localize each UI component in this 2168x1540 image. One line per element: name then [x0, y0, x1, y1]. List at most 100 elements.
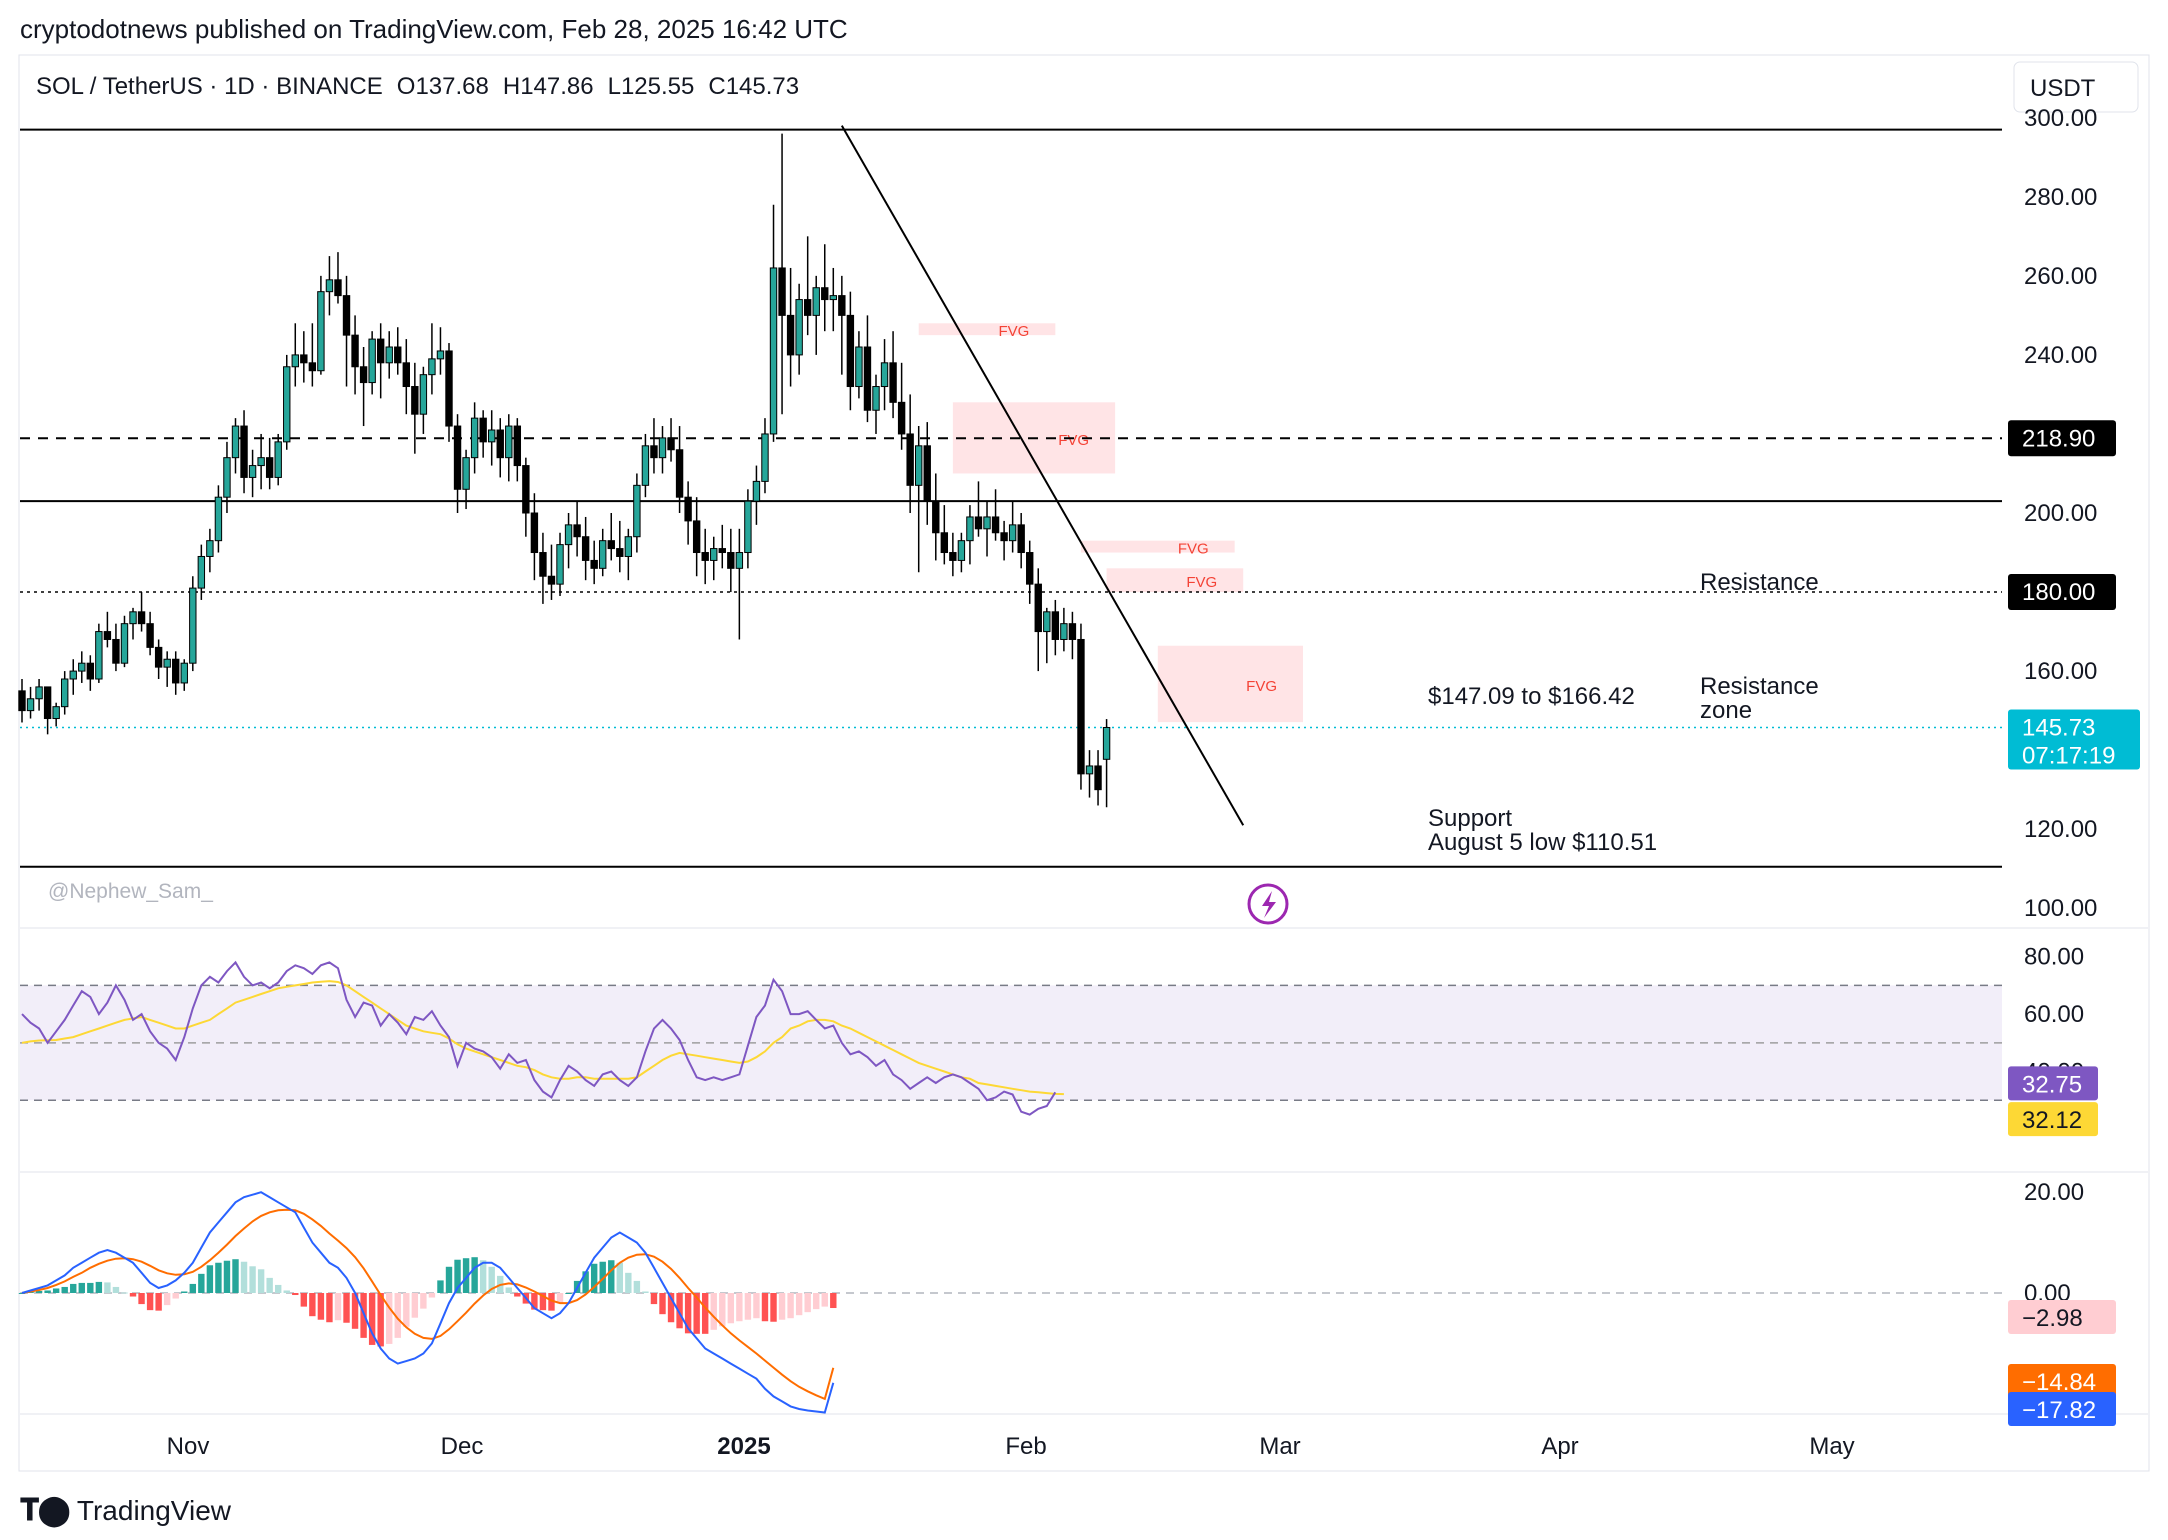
candle-body — [112, 638, 120, 664]
support-low-label: August 5 low $110.51 — [1428, 829, 1657, 856]
candle-body — [479, 417, 487, 443]
candle-body — [505, 425, 513, 459]
price-tick: 160.00 — [2024, 658, 2097, 685]
candle-body — [1094, 765, 1102, 791]
candle-body — [172, 658, 180, 684]
candle-body — [624, 536, 633, 557]
candle-body — [300, 354, 308, 364]
candle-body — [376, 338, 385, 364]
candle-body — [906, 433, 914, 486]
candles — [18, 133, 1111, 808]
published-header: cryptodotnews published on TradingView.c… — [20, 14, 848, 44]
candle-body — [453, 425, 462, 490]
candle-body — [761, 433, 769, 482]
candle-body — [1085, 765, 1094, 775]
price-badge-label: 145.73 — [2022, 714, 2095, 741]
macd-histogram-bar — [275, 1284, 282, 1293]
price-tick: 240.00 — [2024, 342, 2097, 369]
candle-body — [248, 465, 257, 478]
candle-body — [974, 516, 983, 530]
time-label: May — [1809, 1433, 1854, 1460]
lightning-icon — [1262, 891, 1276, 918]
ohlc-high: H147.86 — [503, 73, 594, 100]
candle-body — [325, 279, 334, 293]
macd-histogram-bar — [488, 1266, 495, 1293]
candle-body — [146, 623, 154, 648]
candle-body — [915, 445, 923, 486]
candle-body — [675, 449, 684, 498]
tradingview-logo-icon: 𝐓⬤ — [20, 1494, 71, 1527]
candle-body — [590, 559, 598, 569]
candle-body — [78, 662, 86, 672]
candle-body — [616, 548, 624, 557]
price-tick: 120.00 — [2024, 816, 2097, 843]
candle-body — [667, 437, 675, 451]
countdown-label: 07:17:19 — [2022, 742, 2115, 769]
candle-body — [940, 532, 949, 554]
macd-histogram-bar — [155, 1293, 162, 1311]
candle-body — [308, 362, 317, 372]
fvg-zone — [1106, 568, 1244, 593]
macd-histogram-bar — [795, 1293, 803, 1316]
macd-badge — [2008, 1392, 2116, 1426]
candle-body — [650, 445, 658, 459]
price-badge — [2008, 574, 2116, 611]
candle-body — [385, 346, 393, 364]
rsi-tick: 80.00 — [2024, 944, 2084, 971]
macd-histogram-bar — [590, 1263, 598, 1293]
macd-histogram-bar — [582, 1271, 589, 1293]
macd-histogram-bar — [326, 1293, 333, 1323]
candle-body — [1060, 623, 1068, 640]
macd-histogram-bar — [309, 1293, 316, 1317]
candle-body — [932, 500, 940, 534]
macd-histogram-bar — [454, 1259, 461, 1293]
macd-histogram-bar — [112, 1286, 120, 1293]
candle-body — [573, 524, 581, 538]
candle-body — [18, 690, 26, 712]
macd-histogram-bar — [608, 1260, 615, 1293]
candle-body — [812, 287, 820, 316]
macd-histogram-bar — [778, 1293, 786, 1320]
candle-body — [1017, 524, 1025, 554]
candle-body — [1102, 726, 1111, 760]
macd-histogram-bar — [78, 1282, 85, 1293]
macd-histogram-bar — [684, 1293, 692, 1334]
fvg-label: FVG — [1058, 432, 1089, 449]
candle-body — [265, 457, 274, 478]
candle-body — [752, 480, 761, 502]
macd-histogram-bar — [35, 1290, 43, 1293]
macd-histogram-bar — [753, 1293, 760, 1319]
macd-histogram-bar — [505, 1287, 512, 1293]
candle-body — [61, 678, 69, 708]
candle-body — [607, 540, 615, 550]
macd-histogram-bar — [702, 1293, 709, 1334]
macd-histogram-bar — [727, 1293, 735, 1324]
resistance-range-label: $147.09 to $166.42 — [1428, 683, 1635, 710]
candle-body — [889, 362, 897, 403]
macd-histogram-bar — [548, 1293, 555, 1311]
macd-histogram-bar — [761, 1293, 769, 1322]
price-badge — [2008, 709, 2140, 770]
rsi-badge-label: 32.75 — [2022, 1071, 2082, 1098]
candle-body — [991, 516, 1000, 534]
time-label: Mar — [1259, 1433, 1300, 1460]
macd-histogram-bar — [215, 1262, 222, 1293]
price-tick: 260.00 — [2024, 263, 2097, 290]
time-label: Nov — [167, 1433, 210, 1460]
candle-body — [1043, 611, 1051, 633]
macd-histogram-bar — [87, 1282, 94, 1293]
trendline — [840, 125, 1245, 826]
macd-histogram-bar — [104, 1282, 111, 1293]
symbol-info: SOL / TetherUS · 1D · BINANCE O137.68 H147… — [36, 73, 799, 100]
candle-body — [692, 520, 701, 554]
candle-body — [522, 465, 530, 514]
watermark: @Nephew_Sam_ — [48, 880, 213, 903]
candle-body — [69, 670, 77, 680]
macd-histogram-bar — [565, 1293, 572, 1294]
candle-body — [1008, 524, 1017, 542]
candle-body — [1068, 623, 1077, 640]
macd-histogram-bar — [471, 1257, 478, 1293]
macd-histogram-bar — [343, 1293, 350, 1323]
tradingview-footer[interactable]: 𝐓⬤ TradingView — [20, 1493, 231, 1528]
